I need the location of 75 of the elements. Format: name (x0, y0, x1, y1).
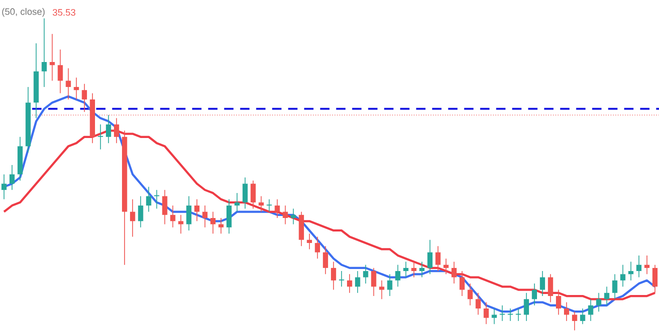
candlestick (170, 205, 176, 228)
candlestick (427, 239, 433, 275)
candlestick (363, 264, 368, 284)
candlestick (210, 211, 216, 234)
candlestick (66, 68, 71, 100)
candlestick (572, 311, 578, 331)
text: (50, close) (2, 8, 45, 17)
candlestick (74, 77, 79, 100)
candlestick (194, 198, 200, 222)
candlestick (114, 118, 120, 144)
candlestick (628, 261, 634, 281)
candlestick (130, 198, 136, 238)
candlestick (612, 274, 618, 300)
candlestick (218, 218, 224, 234)
candlestick (58, 49, 63, 94)
candlestick (419, 261, 424, 278)
candlestick (162, 190, 168, 225)
candlestick (403, 261, 408, 278)
candlestick (234, 192, 240, 212)
candlestick (154, 190, 160, 210)
candlestick (387, 274, 392, 296)
candlestick (282, 205, 288, 225)
candlestick (468, 283, 473, 306)
candlestick (290, 208, 296, 225)
candlestick (476, 292, 481, 316)
candlestick (524, 292, 529, 322)
candlestick (355, 270, 360, 294)
candlestick (435, 246, 441, 272)
candlestick (330, 261, 336, 290)
candlestick (186, 196, 192, 231)
candlestick (226, 198, 232, 234)
candlestick (106, 114, 112, 144)
candlestick (258, 196, 264, 212)
candlestick (250, 180, 256, 210)
candlestick (460, 270, 465, 296)
candlestick (532, 283, 538, 306)
candlestick (652, 264, 658, 294)
candlestick (564, 302, 570, 322)
text: 35.53 (52, 9, 76, 16)
candlestick (604, 286, 610, 306)
candlestick (138, 196, 144, 228)
candlestick (50, 34, 55, 82)
candlestick (371, 268, 376, 296)
candlestick (451, 261, 457, 284)
candlestick (146, 186, 152, 212)
candlestick (274, 198, 280, 218)
candlestick (636, 255, 642, 278)
candlestick (548, 274, 554, 303)
candlestick (242, 177, 248, 210)
candlestick (411, 261, 416, 278)
candlestick (1, 174, 7, 200)
candlestick (492, 308, 497, 324)
candlestick (314, 236, 320, 259)
candlestick (9, 164, 15, 190)
candlestick (484, 302, 489, 324)
candlestick (379, 280, 384, 300)
candlestick (42, 18, 47, 88)
candlestick (82, 83, 87, 112)
candlestick (322, 246, 328, 275)
candlestick (588, 298, 594, 322)
candlestick (338, 270, 344, 288)
candlestick (395, 264, 400, 288)
candlestick (580, 308, 586, 324)
candlestick (306, 233, 312, 250)
candlestick (596, 292, 602, 312)
candlestick (644, 255, 650, 275)
candlestick (540, 270, 546, 296)
candlestick (98, 124, 104, 150)
candlestick (202, 205, 208, 228)
candlestick (266, 198, 272, 212)
candlestick (620, 264, 626, 288)
candlestick (443, 258, 449, 275)
candlestick (178, 214, 184, 234)
candlestick (556, 289, 562, 316)
candlestick (347, 274, 352, 294)
